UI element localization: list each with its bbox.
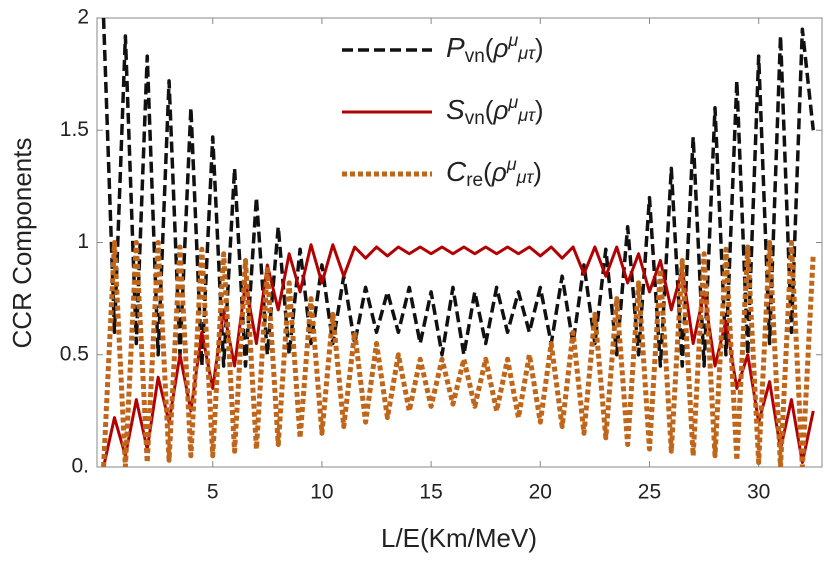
x-tick-label: 25 [638, 481, 661, 504]
y-tick-label: 0. [71, 455, 89, 478]
series-line [101, 240, 816, 467]
x-tick-label: 10 [310, 481, 333, 504]
legend-text: Svn(ρμμτ) [446, 92, 543, 129]
y-tick-label: 1.5 [60, 118, 89, 141]
x-tick-label: 15 [419, 481, 442, 504]
legend-text: Pvn(ρμμτ) [446, 30, 543, 67]
series-line [102, 243, 815, 467]
x-tick-label: 30 [747, 481, 770, 504]
x-tick-label: 20 [529, 481, 552, 504]
y-axis-title: CCR Components [7, 138, 37, 349]
y-tick-label: 1 [77, 230, 89, 253]
y-tick-label: 2 [77, 6, 89, 29]
legend-text: Cre(ρμμτ) [446, 154, 542, 191]
y-tick-label: 0.5 [60, 342, 89, 365]
x-axis-title: L/E(Km/MeV) [381, 523, 537, 553]
x-tick-label: 5 [207, 481, 219, 504]
